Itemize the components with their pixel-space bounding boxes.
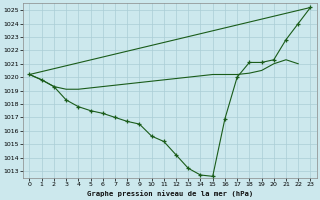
- X-axis label: Graphe pression niveau de la mer (hPa): Graphe pression niveau de la mer (hPa): [87, 190, 253, 197]
